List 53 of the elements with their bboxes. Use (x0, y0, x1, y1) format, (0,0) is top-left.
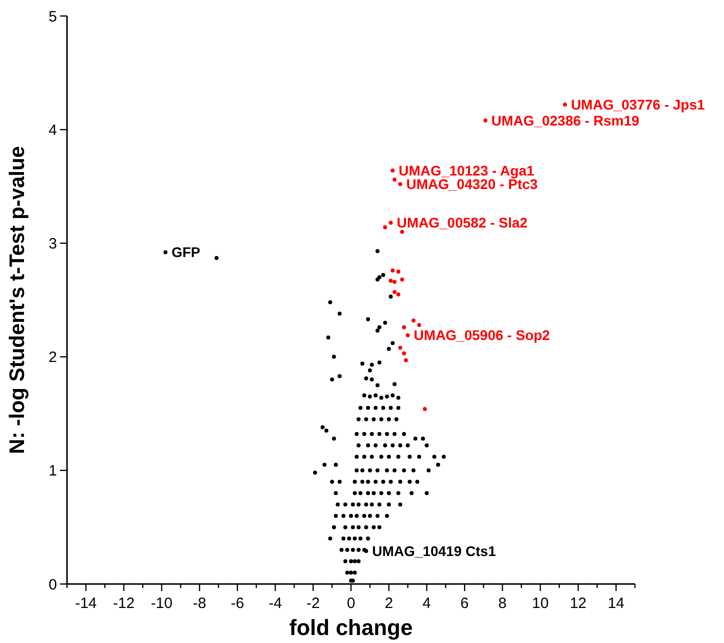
y-axis-title: N: -log Student's t-Test p-value (6, 146, 29, 454)
annotation: UMAG_05906 - Sop2 (414, 327, 550, 344)
point (417, 322, 422, 327)
annotation: UMAG_10123 - Aga1 (398, 162, 535, 178)
point (390, 268, 395, 272)
point (406, 333, 410, 338)
x-tick-label: 14 (608, 595, 624, 612)
point (398, 346, 402, 350)
annotation: UMAG_03776 - Jps1 (570, 96, 705, 113)
x-tick-label: -8 (192, 595, 206, 612)
x-tick-label: 2 (384, 595, 394, 612)
point (404, 358, 408, 362)
x-tick-label: -14 (75, 595, 97, 612)
y-tick-label: 2 (48, 349, 57, 366)
y-tick-label: 4 (48, 122, 57, 139)
x-tick-label: -6 (230, 595, 244, 612)
point (402, 325, 406, 330)
x-axis-title: fold change (289, 615, 413, 640)
x-tick-label: 0 (346, 595, 356, 612)
point (400, 230, 404, 234)
point (396, 292, 400, 296)
point (411, 318, 416, 322)
annotation: GFP (171, 244, 200, 260)
x-tick-label: 4 (422, 595, 431, 612)
point (388, 220, 393, 225)
point (422, 407, 427, 412)
y-tick-label: 0 (48, 576, 57, 594)
point (392, 290, 397, 294)
point (398, 182, 402, 186)
x-tick-label: -2 (306, 595, 320, 612)
x-tick-label: 12 (570, 595, 587, 612)
point (392, 178, 397, 182)
point (388, 278, 393, 283)
point (562, 102, 567, 107)
point (383, 225, 388, 230)
point (402, 351, 406, 356)
x-tick-label: -4 (268, 595, 282, 612)
annotation: UMAG_02386 - Rsm19 (491, 112, 640, 128)
annotation: UMAG_10419 Cts1 (372, 542, 496, 559)
y-tick-label: 3 (48, 235, 57, 252)
y-tick-label: 5 (48, 8, 57, 26)
x-tick-label: 10 (532, 595, 549, 612)
x-tick-label: -10 (150, 595, 173, 612)
point (400, 278, 404, 282)
x-tick-label: 6 (460, 595, 469, 612)
x-tick-label: -12 (112, 595, 135, 612)
point (483, 118, 488, 123)
point (390, 168, 395, 172)
point (396, 270, 400, 274)
x-tick-label: 8 (498, 595, 507, 612)
y-tick-label: 1 (48, 462, 57, 480)
point (392, 280, 397, 284)
annotation: UMAG_00582 - Sla2 (396, 214, 528, 231)
